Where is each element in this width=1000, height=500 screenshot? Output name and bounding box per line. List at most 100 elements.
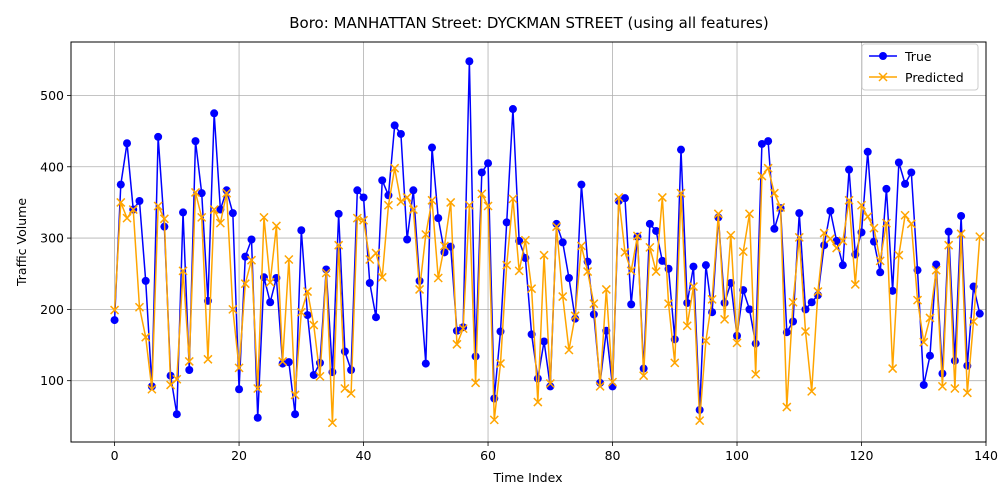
data-point-true bbox=[334, 209, 343, 218]
data-point-predicted bbox=[359, 215, 369, 225]
data-point-true bbox=[652, 226, 661, 235]
data-point-true bbox=[807, 298, 816, 307]
data-point-predicted bbox=[856, 200, 867, 210]
data-point-true bbox=[465, 57, 474, 66]
data-point-predicted bbox=[732, 338, 742, 348]
data-point-true bbox=[919, 380, 928, 389]
data-point-predicted bbox=[253, 383, 263, 394]
data-point-predicted bbox=[172, 374, 182, 384]
data-point-predicted bbox=[421, 229, 431, 240]
data-point-true bbox=[241, 252, 250, 261]
data-point-true bbox=[172, 410, 181, 419]
data-point-predicted bbox=[720, 314, 730, 324]
data-point-predicted bbox=[757, 171, 767, 181]
data-point-predicted bbox=[850, 279, 860, 289]
data-point-predicted bbox=[203, 354, 213, 364]
data-point-predicted bbox=[620, 247, 630, 257]
data-point-predicted bbox=[128, 205, 138, 215]
data-point-true bbox=[888, 286, 897, 295]
data-point-predicted bbox=[906, 219, 916, 229]
data-point-predicted bbox=[184, 356, 194, 366]
data-point-predicted bbox=[944, 240, 954, 250]
data-point-predicted bbox=[302, 287, 313, 297]
data-point-true bbox=[838, 261, 847, 270]
data-point-predicted bbox=[688, 282, 698, 292]
data-point-predicted bbox=[863, 212, 873, 222]
data-point-predicted bbox=[190, 187, 201, 197]
data-point-predicted bbox=[881, 218, 891, 228]
data-point-predicted bbox=[396, 197, 406, 207]
data-point-predicted bbox=[284, 254, 294, 265]
data-point-true bbox=[677, 145, 685, 154]
data-point-true bbox=[390, 121, 399, 130]
data-point-predicted bbox=[632, 231, 642, 241]
y-tick-label: 500 bbox=[40, 88, 64, 103]
data-point-predicted bbox=[875, 256, 885, 266]
data-point-predicted bbox=[390, 163, 400, 173]
data-point-predicted bbox=[564, 345, 574, 355]
data-point-predicted bbox=[271, 221, 281, 231]
data-point-predicted bbox=[296, 307, 306, 317]
data-point-predicted bbox=[352, 213, 362, 223]
data-point-predicted bbox=[122, 213, 132, 223]
data-point-predicted bbox=[209, 205, 219, 215]
data-point-predicted bbox=[832, 243, 842, 253]
x-tick-label: 20 bbox=[231, 448, 247, 463]
data-point-predicted bbox=[533, 397, 543, 407]
data-point-true bbox=[627, 300, 636, 309]
data-point-predicted bbox=[520, 235, 530, 245]
data-point-predicted bbox=[309, 320, 319, 330]
legend-marker-predicted bbox=[878, 72, 888, 82]
data-point-predicted bbox=[514, 266, 524, 276]
data-point-true bbox=[297, 226, 306, 235]
data-point-true bbox=[291, 410, 300, 419]
data-point-predicted bbox=[340, 383, 350, 394]
data-point-true bbox=[546, 382, 555, 391]
data-point-true bbox=[720, 298, 729, 307]
data-point-true bbox=[347, 365, 356, 374]
data-point-predicted bbox=[570, 311, 580, 321]
data-point-true bbox=[197, 189, 206, 198]
data-point-true bbox=[689, 262, 698, 271]
data-point-true bbox=[247, 235, 256, 244]
data-point-true bbox=[477, 168, 486, 177]
data-point-true bbox=[564, 274, 573, 283]
data-point-predicted bbox=[639, 371, 649, 381]
y-tick-label: 400 bbox=[40, 159, 64, 174]
data-point-predicted bbox=[888, 364, 898, 374]
series-line-true bbox=[113, 60, 981, 419]
data-point-predicted bbox=[141, 332, 151, 342]
data-point-true bbox=[141, 276, 150, 285]
data-point-predicted bbox=[670, 358, 680, 368]
data-point-predicted bbox=[788, 297, 798, 307]
data-point-true bbox=[957, 211, 966, 220]
data-point-predicted bbox=[234, 363, 244, 373]
data-point-predicted bbox=[315, 371, 325, 381]
data-point-predicted bbox=[962, 388, 972, 398]
x-tick-label: 40 bbox=[356, 448, 372, 463]
data-point-predicted bbox=[483, 201, 493, 211]
data-point-true bbox=[826, 206, 835, 215]
data-point-predicted bbox=[937, 381, 947, 391]
data-point-true bbox=[123, 139, 132, 148]
data-point-predicted bbox=[147, 384, 157, 394]
data-point-true bbox=[378, 176, 387, 185]
y-tick-label: 200 bbox=[40, 302, 64, 317]
data-point-true bbox=[154, 132, 163, 141]
data-point-predicted bbox=[464, 200, 474, 210]
data-point-true bbox=[428, 143, 437, 152]
data-point-true bbox=[540, 337, 549, 346]
data-point-predicted bbox=[738, 247, 748, 257]
data-point-true bbox=[863, 147, 872, 156]
x-tick-label: 0 bbox=[111, 448, 119, 463]
data-point-predicted bbox=[744, 209, 755, 219]
legend-label-predicted: Predicted bbox=[905, 70, 964, 85]
data-point-predicted bbox=[664, 299, 674, 309]
data-point-predicted bbox=[975, 232, 985, 242]
grid bbox=[71, 42, 987, 442]
data-point-predicted bbox=[969, 316, 979, 327]
data-point-predicted bbox=[477, 189, 487, 199]
data-point-predicted bbox=[825, 234, 835, 244]
data-point-true bbox=[701, 261, 710, 270]
